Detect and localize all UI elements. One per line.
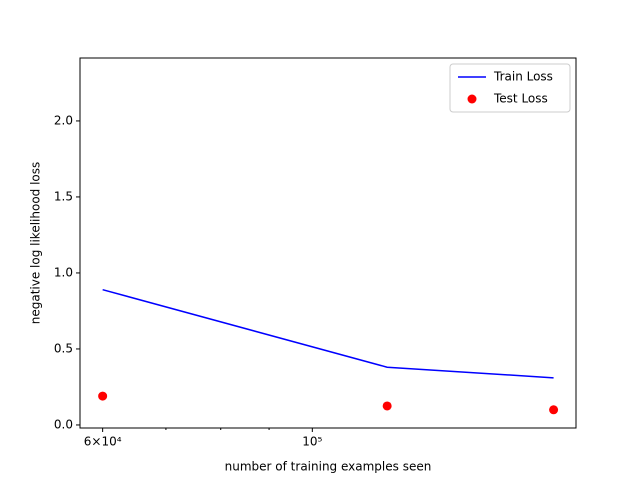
y-tick-label: 0.0 xyxy=(54,417,73,431)
legend-swatch xyxy=(467,94,477,104)
y-tick-label: 2.0 xyxy=(54,113,73,127)
legend-label: Train Loss xyxy=(493,70,553,84)
test-point xyxy=(549,405,559,415)
train-line xyxy=(102,288,554,379)
x-axis-label: number of training examples seen xyxy=(225,460,432,474)
test-point xyxy=(382,401,392,411)
y-tick-label: 1.5 xyxy=(54,189,73,203)
x-tick-label: 10⁵ xyxy=(302,435,322,449)
x-tick-label: 6×10⁴ xyxy=(84,435,122,449)
y-axis-label: negative log likelihood loss xyxy=(29,162,43,325)
test-point xyxy=(98,391,108,401)
plot-frame xyxy=(79,57,577,429)
legend-label: Test Loss xyxy=(493,92,548,106)
y-tick-label: 1.0 xyxy=(54,265,73,279)
legend-box xyxy=(449,63,571,113)
y-tick-label: 0.5 xyxy=(54,341,73,355)
